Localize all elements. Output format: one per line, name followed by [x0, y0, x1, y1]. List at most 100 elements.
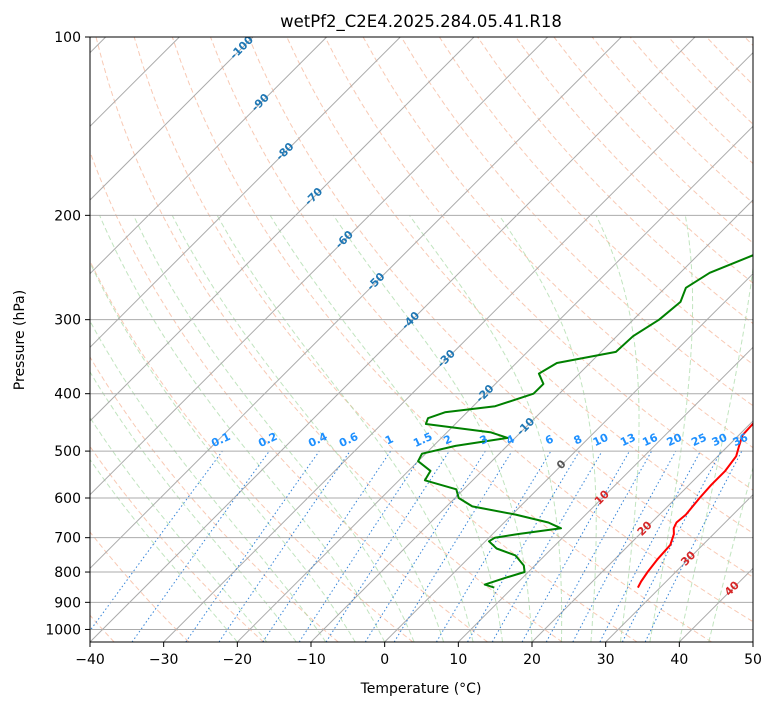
dry-adiabat [668, 37, 753, 125]
series-group [417, 254, 753, 589]
mixing-ratio-label: 0.4 [306, 430, 329, 450]
moist-adiabat [99, 215, 386, 642]
dry-adiabat [515, 37, 753, 284]
mixing-ratio-line [131, 450, 270, 642]
x-axis-title: Temperature (°C) [360, 681, 482, 697]
isotherm-label: 10 [592, 487, 612, 507]
mixing-ratio-line [90, 450, 223, 632]
x-axis: −40 −30 −20 −10 0 10 20 30 40 50 [75, 642, 762, 668]
isotherm-line [678, 567, 753, 642]
dry-adiabat [744, 37, 753, 47]
x-tick-label: −30 [149, 652, 179, 668]
x-tick-label: 50 [744, 652, 762, 668]
isotherm-line [90, 37, 549, 496]
moist-adiabat [90, 370, 297, 642]
moist-adiabat [90, 416, 268, 642]
isotherm-line [90, 37, 622, 570]
moist-adiabat [90, 320, 327, 642]
isotherm-line [384, 272, 753, 642]
isotherm-line [605, 493, 753, 642]
mixing-ratio-label: 20 [665, 431, 685, 449]
dry-adiabat [438, 37, 753, 366]
isotherm-label: -20 [473, 382, 496, 405]
chart-title: wetPf2_C2E4.2025.284.05.41.R18 [280, 12, 562, 32]
mixing-ratio-label: 16 [640, 431, 660, 449]
isotherm-line [90, 37, 254, 201]
dry-adiabat [400, 37, 753, 407]
y-tick-label: 800 [54, 565, 81, 581]
dry-adiabat [248, 37, 753, 578]
y-tick-label: 100 [54, 30, 81, 46]
y-tick-label: 1000 [45, 622, 81, 638]
dry-adiabat [90, 356, 339, 642]
isotherm-line [752, 641, 753, 642]
mixing-ratio-line [572, 450, 677, 642]
mixing-ratio-label: 13 [618, 431, 637, 449]
mixing-ratio-label: 30 [710, 431, 730, 449]
moist-adiabat [269, 215, 503, 642]
isotherm-line [90, 37, 328, 275]
mixing-ratio-label: 0.6 [337, 430, 360, 450]
dry-adiabat [171, 37, 712, 642]
mixing-ratio-line [521, 450, 630, 642]
dry-adiabat [133, 37, 638, 642]
mixing-ratio-label: 0.1 [209, 430, 232, 450]
moist-adiabat [90, 458, 238, 642]
mixing-ratio-line [218, 450, 351, 642]
plot-frame [89, 36, 754, 643]
x-tick-label: 0 [380, 652, 389, 668]
x-tick-label: −40 [75, 652, 105, 668]
temperature-line [637, 422, 753, 589]
isotherm-line [310, 199, 753, 642]
moist-adiabat [90, 261, 356, 642]
y-tick-label: 400 [54, 387, 81, 403]
y-tick-label: 300 [54, 313, 81, 329]
mixing-ratio-label: 8 [572, 432, 584, 447]
moist-adiabat [408, 215, 563, 642]
mixing-ratio-label: 36 [731, 431, 751, 449]
dry-adiabat [591, 37, 753, 204]
isotherm-line [236, 125, 753, 642]
x-tick-label: −20 [223, 652, 253, 668]
mixing-ratio-label: 2 [442, 432, 454, 447]
y-tick-label: 500 [54, 444, 81, 460]
isotherm-line [90, 37, 696, 642]
moist-adiabat [708, 465, 753, 642]
dry-adiabat [90, 531, 190, 642]
y-axis-title: Pressure (hPa) [12, 290, 28, 390]
mixing-ratio-labels: 0.1 0.2 0.4 0.6 1 1.5 2 3 4 6 8 10 13 16 20 25 30 36 [209, 430, 750, 450]
moist-adiabat [678, 264, 753, 642]
dry-adiabat [90, 259, 414, 642]
isotherm-line [90, 37, 401, 349]
dewpoint-line [417, 254, 753, 589]
mixing-ratio-label: 0.2 [256, 430, 279, 450]
y-tick-label: 700 [54, 531, 81, 547]
mixing-ratio-line [545, 450, 653, 642]
mixing-ratio-line [185, 450, 320, 642]
dry-adiabat [324, 37, 753, 491]
mixing-ratio-label: 4 [504, 432, 517, 447]
mixing-ratio-line [599, 450, 701, 642]
mixing-ratio-label: 1.5 [411, 430, 434, 450]
y-tick-label: 900 [54, 595, 81, 611]
mixing-ratio-line [644, 450, 743, 642]
dry-adiabat [210, 37, 753, 623]
mixing-ratio-line [393, 450, 513, 642]
mixing-ratio-label: 25 [689, 431, 708, 449]
x-tick-label: −10 [296, 652, 326, 668]
dry-adiabat [706, 37, 753, 86]
mixing-ratio-label: 6 [543, 432, 556, 447]
isobar-grid [90, 37, 753, 630]
mixing-ratio-label: 1 [383, 432, 395, 447]
mixing-ratio-line [325, 450, 450, 642]
y-tick-label: 600 [54, 491, 81, 507]
moist-adiabat [171, 215, 445, 642]
dry-adiabat [362, 37, 753, 449]
isotherm-label: -80 [273, 140, 296, 163]
mixing-ratio-line [298, 450, 425, 642]
moist-adiabat [498, 215, 597, 642]
background-lines [90, 37, 753, 642]
moist-adiabat [133, 215, 415, 642]
